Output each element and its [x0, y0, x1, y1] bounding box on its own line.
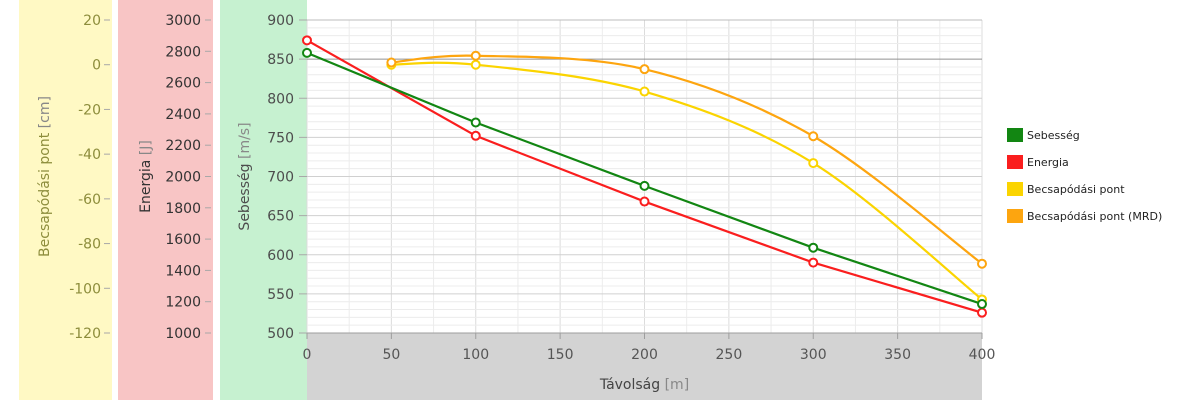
sebesseg-axis-title: Sebesség [m/s] [237, 122, 253, 230]
energia-axis-label: Energia [138, 155, 154, 213]
x-tick-label: 250 [716, 347, 743, 363]
sebesseg-tick-label: 850 [267, 52, 294, 68]
x-axis-unit: [m] [665, 377, 690, 393]
x-tick-label: 150 [547, 347, 574, 363]
becsapodasi-axis-band [19, 0, 112, 400]
energia-tick-label: 3000 [165, 13, 201, 29]
energia-tick-label: 2000 [165, 170, 201, 186]
sebesseg-tick-label: 800 [267, 91, 294, 107]
sebesseg-axis-unit: [m/s] [237, 122, 253, 159]
data-point-sebess-g[interactable] [808, 242, 819, 253]
becsapodasi-tick-label: -100 [69, 281, 101, 297]
data-point-becsap-d-si-pont[interactable] [639, 86, 650, 97]
data-point-becsap-d-si-pont[interactable] [470, 59, 481, 70]
data-point-energia[interactable] [977, 307, 987, 318]
x-axis-title: Távolság [m] [599, 377, 689, 393]
sebesseg-tick-label: 900 [267, 13, 294, 29]
x-tick-label: 0 [303, 347, 312, 363]
becsapodasi-tick-label: -40 [78, 147, 101, 163]
data-point-energia[interactable] [302, 35, 312, 46]
data-point-becsap-d-si-pont-mrd-[interactable] [977, 258, 987, 269]
energia-tick-label: 1800 [165, 201, 201, 217]
x-axis-label: Távolság [599, 377, 665, 393]
energia-tick-label: 2400 [165, 107, 201, 123]
legend-swatch [1007, 182, 1023, 196]
data-point-sebess-g[interactable] [639, 180, 650, 191]
sebesseg-tick-label: 500 [267, 326, 294, 342]
energia-tick-label: 1000 [165, 326, 201, 342]
x-tick-label: 400 [969, 347, 996, 363]
legend-label: Sebesség [1027, 129, 1080, 142]
becsapodasi-tick-label: -60 [78, 192, 101, 208]
series-line-becsap-d-si-pont [391, 61, 983, 301]
becsapodasi-axis-unit: [cm] [37, 96, 53, 128]
data-point-energia[interactable] [470, 130, 481, 141]
data-point-energia[interactable] [808, 257, 819, 268]
data-point-energia[interactable] [639, 196, 650, 207]
legend-label: Becsapódási pont [1027, 183, 1125, 196]
sebesseg-axis-band [220, 0, 307, 400]
data-point-becsap-d-si-pont-mrd-[interactable] [386, 57, 397, 68]
energia-tick-label: 1400 [165, 263, 201, 279]
energia-axis-title: Energia [J] [138, 140, 154, 213]
legend-label: Becsapódási pont (MRD) [1027, 210, 1162, 223]
x-tick-label: 200 [631, 347, 658, 363]
data-point-becsap-d-si-pont-mrd-[interactable] [808, 131, 819, 142]
becsapodasi-axis-label: Becsapódási pont [37, 128, 53, 257]
energia-axis-unit: [J] [138, 140, 154, 155]
sebesseg-tick-label: 750 [267, 130, 294, 146]
energia-tick-label: 2800 [165, 44, 201, 60]
sebesseg-tick-label: 700 [267, 170, 294, 186]
energia-axis-band [118, 0, 213, 400]
sebesseg-tick-label: 650 [267, 209, 294, 225]
energia-tick-label: 2600 [165, 76, 201, 92]
legend-label: Energia [1027, 156, 1069, 169]
becsapodasi-tick-label: -120 [69, 326, 101, 342]
x-tick-label: 100 [462, 347, 489, 363]
sebesseg-tick-label: 550 [267, 287, 294, 303]
x-tick-label: 50 [382, 347, 400, 363]
becsapodasi-tick-label: -20 [78, 102, 101, 118]
data-point-sebess-g[interactable] [302, 47, 312, 58]
x-axis-band [307, 333, 982, 400]
legend-swatch [1007, 155, 1023, 169]
x-tick-label: 300 [800, 347, 827, 363]
legend-swatch [1007, 209, 1023, 223]
data-point-becsap-d-si-pont-mrd-[interactable] [639, 64, 650, 75]
sebesseg-tick-label: 600 [267, 248, 294, 264]
energia-tick-label: 1600 [165, 232, 201, 248]
becsapodasi-tick-label: 20 [83, 13, 101, 29]
data-point-sebess-g[interactable] [977, 299, 987, 310]
series-line-becsap-d-si-pont-mrd- [391, 54, 983, 265]
becsapodasi-tick-label: 0 [92, 58, 101, 74]
sebesseg-axis-label: Sebesség [237, 159, 253, 231]
becsapodasi-tick-label: -80 [78, 237, 101, 253]
x-tick-label: 350 [884, 347, 911, 363]
data-point-sebess-g[interactable] [470, 117, 481, 128]
legend-swatch [1007, 128, 1023, 142]
energia-tick-label: 2200 [165, 138, 201, 154]
energia-tick-label: 1200 [165, 295, 201, 311]
data-point-becsap-d-si-pont-mrd-[interactable] [470, 50, 481, 61]
data-point-becsap-d-si-pont[interactable] [808, 158, 819, 169]
becsapodasi-axis-title: Becsapódási pont [cm] [37, 96, 53, 257]
